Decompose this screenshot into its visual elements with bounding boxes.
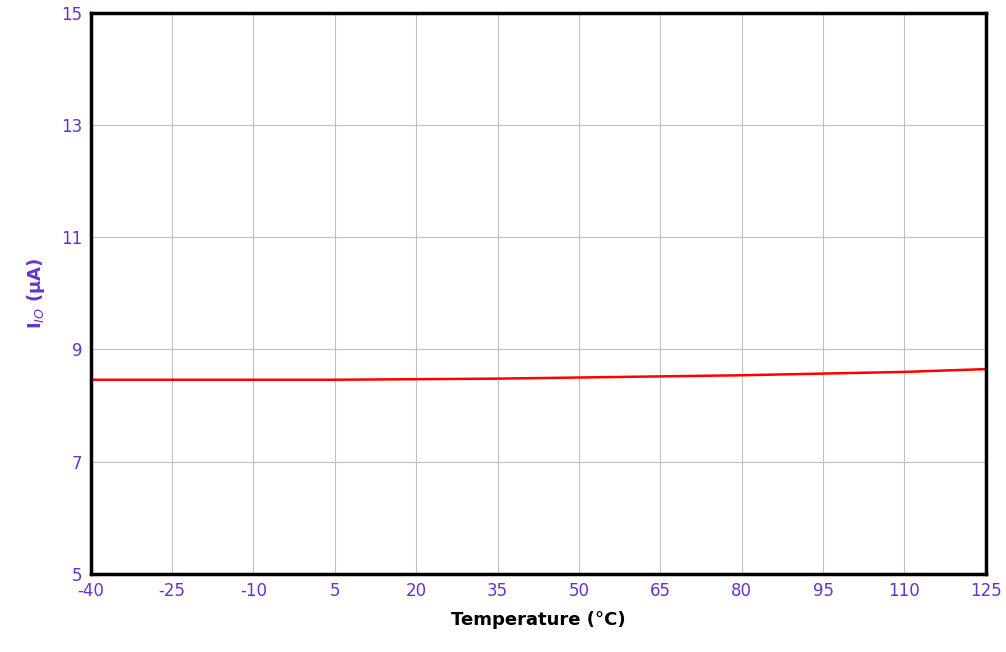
X-axis label: Temperature (°C): Temperature (°C) <box>451 611 626 629</box>
Y-axis label: I$_{IO}$ (μA): I$_{IO}$ (μA) <box>25 258 47 329</box>
